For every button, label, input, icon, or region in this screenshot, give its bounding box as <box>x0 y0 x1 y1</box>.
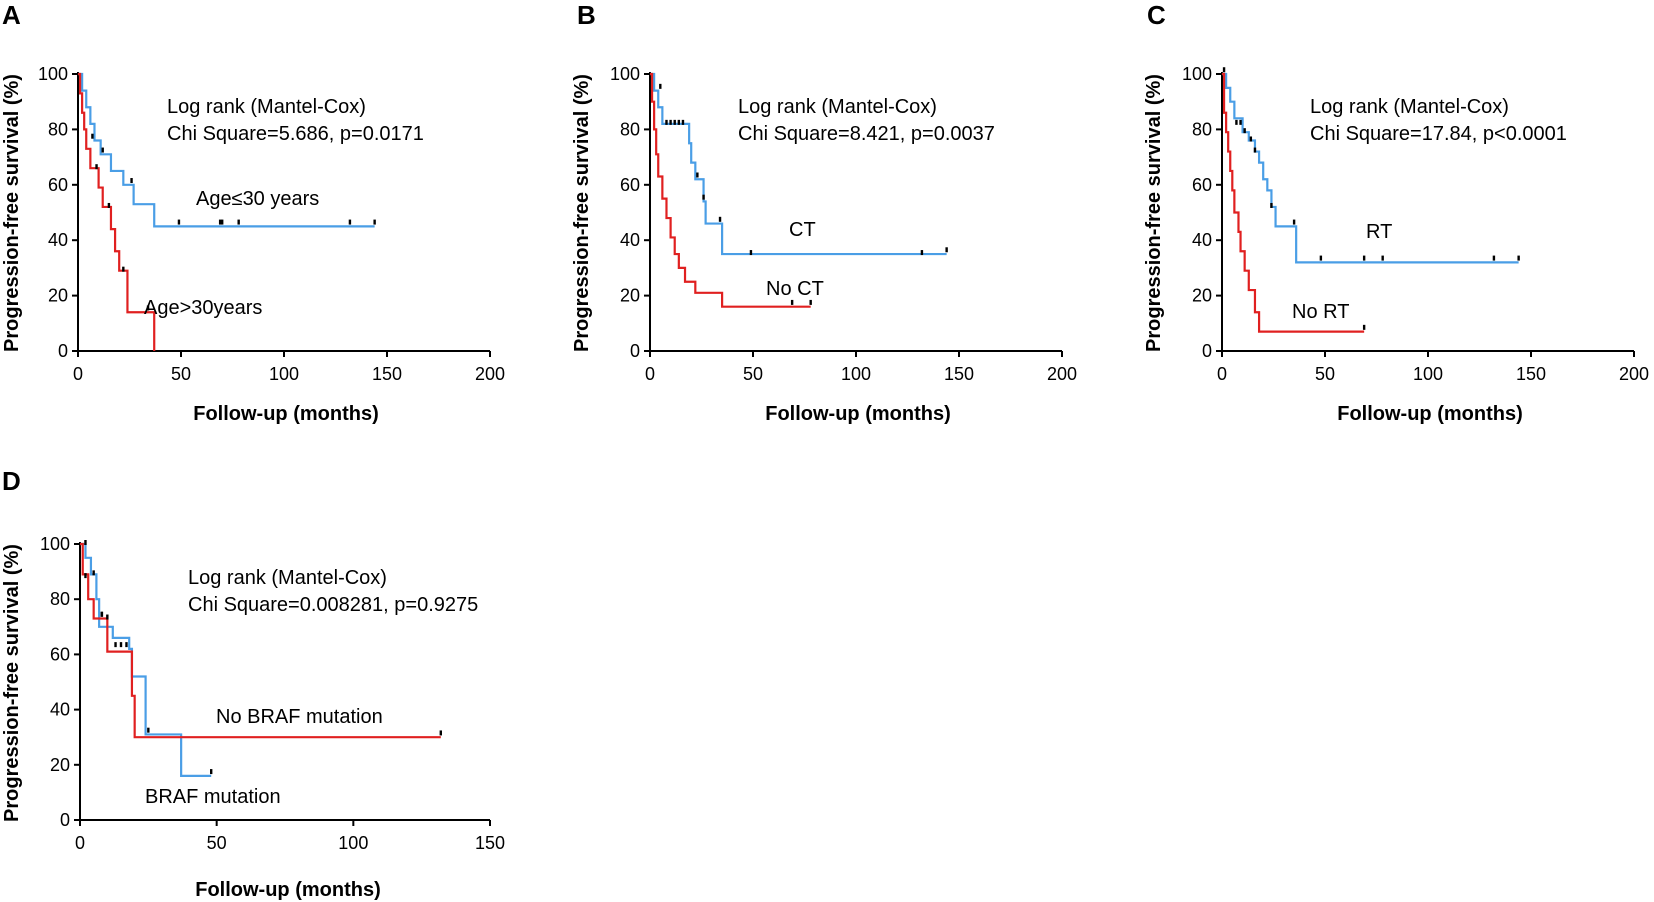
y-tick-label: 80 <box>620 119 640 139</box>
km-curve-rt <box>1222 72 1519 264</box>
x-tick-label: 50 <box>171 364 191 384</box>
y-tick-label: 20 <box>48 286 68 306</box>
y-axis-label: Progression-free survival (%) <box>571 74 593 352</box>
km-curve-ct <box>650 72 947 256</box>
chi-square-text: Chi Square=17.84, p<0.0001 <box>1310 123 1567 145</box>
legend-label-blue: RT <box>1366 221 1392 243</box>
y-tick-label: 20 <box>1192 286 1212 306</box>
y-tick-label: 100 <box>40 534 70 554</box>
panel-b: B 0 20 40 60 80 100 0 50 100 150 200 Progression-f… <box>571 0 1077 425</box>
legend-label-red: No CT <box>766 278 824 300</box>
y-axis-label: Progression-free survival (%) <box>1 74 23 352</box>
panel-letter-d: D <box>2 466 21 496</box>
y-tick-label: 40 <box>48 230 68 250</box>
logrank-title: Log rank (Mantel-Cox) <box>188 567 387 589</box>
x-tick-label: 0 <box>1217 364 1227 384</box>
y-tick-label: 40 <box>50 700 70 720</box>
panel-letter-a: A <box>2 0 21 30</box>
km-curve-no-rt <box>1222 72 1365 333</box>
x-tick-label: 100 <box>269 364 299 384</box>
legend-label-blue: CT <box>789 219 816 241</box>
y-tick-label: 60 <box>50 644 70 664</box>
y-tick-label: 80 <box>1192 119 1212 139</box>
y-axis-label: Progression-free survival (%) <box>1 544 23 822</box>
panel-letter-c: C <box>1147 0 1166 30</box>
km-curve-braf-mutation <box>80 542 212 777</box>
logrank-title: Log rank (Mantel-Cox) <box>738 96 937 118</box>
y-tick-label: 40 <box>1192 230 1212 250</box>
x-tick-label: 150 <box>944 364 974 384</box>
y-tick-label: 0 <box>1202 341 1212 361</box>
panel-c: C 0 20 40 60 80 100 0 50 100 150 200 Progression-f… <box>1143 0 1649 425</box>
y-tick-label: 80 <box>50 589 70 609</box>
y-tick-label: 20 <box>50 755 70 775</box>
x-tick-label: 150 <box>475 833 505 853</box>
x-tick-label: 0 <box>75 833 85 853</box>
y-tick-label: 100 <box>38 64 68 84</box>
x-axis-label: Follow-up (months) <box>1337 403 1523 425</box>
x-tick-label: 150 <box>1516 364 1546 384</box>
x-tick-label: 0 <box>645 364 655 384</box>
y-tick-label: 80 <box>48 119 68 139</box>
y-tick-label: 100 <box>1182 64 1212 84</box>
logrank-title: Log rank (Mantel-Cox) <box>1310 96 1509 118</box>
x-tick-label: 200 <box>475 364 505 384</box>
x-tick-label: 0 <box>73 364 83 384</box>
x-tick-label: 50 <box>207 833 227 853</box>
logrank-title: Log rank (Mantel-Cox) <box>167 96 366 118</box>
x-tick-label: 50 <box>743 364 763 384</box>
panel-d: D 0 20 40 60 80 100 0 50 100 150 Progression-free… <box>1 466 505 901</box>
y-tick-label: 0 <box>58 341 68 361</box>
x-axis-label: Follow-up (months) <box>193 403 379 425</box>
km-curve-no-braf-mutation <box>80 542 441 739</box>
km-curve-no-ct <box>650 72 811 308</box>
panel-a: A 0 20 40 60 80 100 0 50 100 150 200 Progression-f… <box>1 0 505 425</box>
y-tick-label: 60 <box>48 175 68 195</box>
legend-label-red: Age>30years <box>144 297 262 319</box>
legend-label-blue: Age≤30 years <box>196 188 319 210</box>
x-tick-label: 100 <box>841 364 871 384</box>
y-tick-label: 60 <box>620 175 640 195</box>
x-tick-label: 50 <box>1315 364 1335 384</box>
chi-square-text: Chi Square=5.686, p=0.0171 <box>167 123 424 145</box>
x-tick-label: 150 <box>372 364 402 384</box>
panel-letter-b: B <box>577 0 596 30</box>
x-tick-label: 100 <box>338 833 368 853</box>
y-tick-label: 40 <box>620 230 640 250</box>
km-curve-age-30-years <box>78 72 375 228</box>
x-axis-label: Follow-up (months) <box>765 403 951 425</box>
y-tick-label: 0 <box>60 810 70 830</box>
y-tick-label: 0 <box>630 341 640 361</box>
chi-square-text: Chi Square=8.421, p=0.0037 <box>738 123 995 145</box>
y-tick-label: 20 <box>620 286 640 306</box>
y-tick-label: 100 <box>610 64 640 84</box>
legend-label-blue: BRAF mutation <box>145 786 281 808</box>
chi-square-text: Chi Square=0.008281, p=0.9275 <box>188 594 478 616</box>
km-curve-age-30years <box>78 72 156 351</box>
y-axis-label: Progression-free survival (%) <box>1143 74 1165 352</box>
legend-label-red: No BRAF mutation <box>216 706 383 728</box>
y-tick-label: 60 <box>1192 175 1212 195</box>
x-axis-label: Follow-up (months) <box>195 879 381 901</box>
legend-label-red: No RT <box>1292 301 1349 323</box>
x-tick-label: 200 <box>1619 364 1649 384</box>
x-tick-label: 100 <box>1413 364 1443 384</box>
x-tick-label: 200 <box>1047 364 1077 384</box>
